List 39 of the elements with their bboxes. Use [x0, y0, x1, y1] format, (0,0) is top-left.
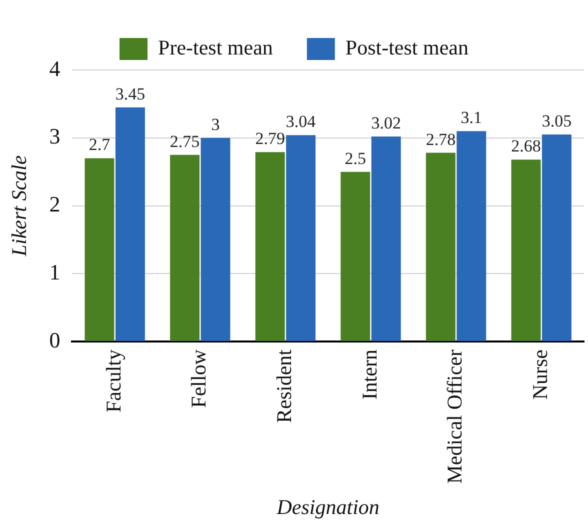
- data-label: 2.68: [511, 136, 541, 156]
- y-tick-label: 3: [49, 124, 60, 149]
- bar: [426, 152, 456, 342]
- bar: [170, 154, 200, 342]
- y-tick-label: 2: [49, 192, 60, 217]
- data-label: 3.45: [115, 84, 146, 104]
- x-axis-title: Designation: [276, 494, 380, 519]
- bar: [255, 152, 285, 342]
- data-label: 3.1: [460, 108, 482, 128]
- x-tick-label: Fellow: [186, 348, 211, 408]
- x-tick-label: Intern: [357, 349, 382, 400]
- bar: [286, 135, 316, 342]
- x-tick-label: Nurse: [528, 350, 552, 400]
- data-label: 3.04: [286, 112, 316, 132]
- data-label: 3: [211, 114, 220, 134]
- legend-label: Post-test mean: [345, 36, 469, 60]
- data-label: 2.7: [88, 135, 111, 154]
- y-tick-label: 1: [49, 259, 60, 284]
- y-tick-label: 0: [49, 327, 60, 352]
- bar: [456, 131, 486, 342]
- y-axis-title: Likert Scale: [7, 155, 32, 258]
- x-tick-label: Faculty: [101, 349, 126, 413]
- data-label: 2.79: [255, 129, 285, 148]
- bar: [84, 158, 114, 342]
- data-label: 3.05: [542, 111, 572, 130]
- bar: [115, 107, 145, 342]
- data-label: 2.5: [344, 148, 366, 168]
- bar: [542, 134, 572, 342]
- bar: [511, 160, 541, 342]
- x-tick-label: Medical Officer: [442, 350, 467, 484]
- bar: [371, 136, 401, 342]
- bar: [200, 138, 230, 342]
- data-label: 3.02: [371, 113, 401, 132]
- y-tick-label: 4: [49, 56, 60, 81]
- data-label: 2.78: [426, 130, 456, 149]
- bar: [340, 172, 370, 342]
- legend-label: Pre-test mean: [158, 36, 274, 60]
- data-label: 2.75: [170, 132, 200, 151]
- x-tick-label: Resident: [272, 349, 296, 424]
